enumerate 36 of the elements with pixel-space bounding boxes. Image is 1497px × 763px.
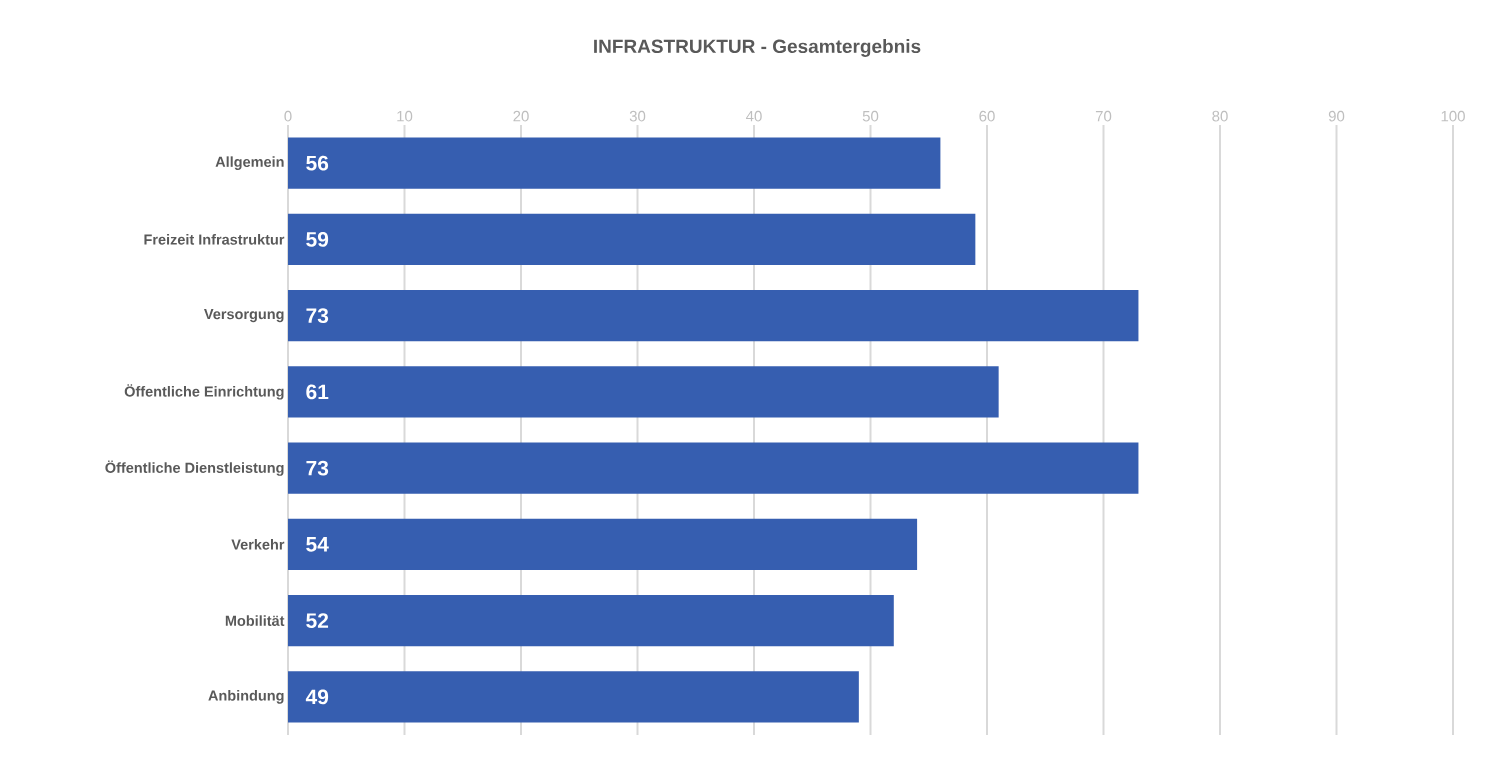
data-label: 61 [306,384,329,400]
y-tick-label: Versorgung [204,309,284,323]
bar [288,518,918,570]
data-label: 56 [306,155,329,171]
x-tick-label: 20 [513,110,529,122]
bar [288,290,1139,342]
x-tick-label: 60 [979,110,995,122]
bar [288,595,894,647]
y-tick-label: Öffentliche Dienstleistung [105,460,284,476]
x-tick-label: 10 [397,110,413,122]
y-tick-label: Verkehr [231,539,285,550]
y-tick-label: Mobilität [225,615,285,626]
x-tick-label: 70 [1095,110,1112,122]
bar [288,442,1139,494]
x-tick-label: 90 [1328,110,1345,122]
bar [288,213,976,265]
y-tick-label: Freizeit Infrastruktur [144,234,285,245]
data-label: 73 [306,460,329,476]
x-tick-label: 80 [1212,110,1228,122]
data-label: 49 [305,689,329,705]
data-label: 59 [306,231,329,247]
y-tick-label: Öffentliche Einrichtung [124,384,284,400]
y-tick-label: Anbindung [208,690,284,704]
x-tick-label: 0 [284,110,292,122]
chart-title: INFRASTRUKTUR - Gesamtergebnis [594,39,921,57]
data-label: 52 [306,613,329,629]
x-tick-label: 100 [1441,110,1465,122]
bar [288,366,999,418]
bar [288,137,941,189]
x-tick-label: 40 [746,110,762,122]
x-tick-label: 50 [862,110,879,122]
bar [288,671,859,723]
x-tick-label: 30 [629,110,646,122]
data-label: 54 [306,537,329,552]
data-label: 73 [306,308,329,324]
y-tick-label: Allgemein [215,156,284,170]
